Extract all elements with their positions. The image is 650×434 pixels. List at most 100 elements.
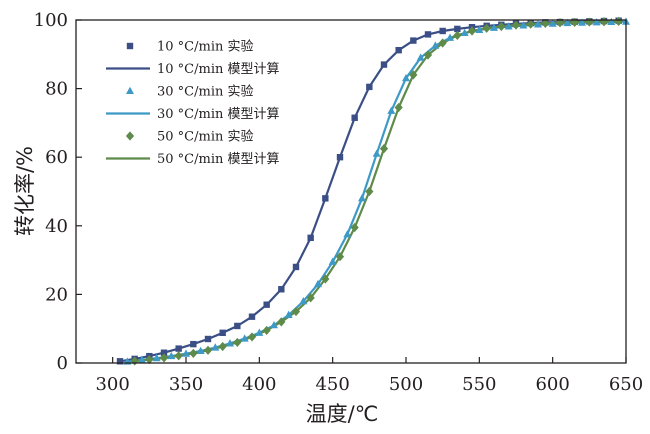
legend-marker xyxy=(126,42,134,50)
data-point xyxy=(548,19,557,27)
data-point xyxy=(277,317,286,327)
data-point xyxy=(336,154,344,161)
data-point xyxy=(270,320,278,329)
plot-frame xyxy=(75,19,627,364)
data-point xyxy=(467,26,477,36)
data-point xyxy=(307,234,314,242)
y-tick-label: 20 xyxy=(45,284,68,305)
y-tick-label: 60 xyxy=(45,147,68,168)
data-point xyxy=(438,38,447,48)
y-axis: 0 20 40 60 80 100 xyxy=(34,10,82,374)
data-point xyxy=(291,306,301,317)
data-point xyxy=(423,50,433,60)
data-point xyxy=(138,355,146,363)
x-axis: 300 350 400 450 500 550 600 650 xyxy=(95,357,643,395)
data-point xyxy=(380,61,388,68)
legend-label: 10 °C/min 模型计算 xyxy=(157,62,280,77)
data-point xyxy=(614,16,623,26)
data-point xyxy=(453,30,462,41)
data-point xyxy=(175,345,182,352)
data-point xyxy=(335,252,345,262)
data-point xyxy=(255,328,264,336)
data-point xyxy=(167,351,176,360)
data-point xyxy=(160,349,168,356)
data-point xyxy=(379,144,389,154)
data-point xyxy=(322,195,329,202)
data-point xyxy=(263,301,270,308)
data-point xyxy=(306,293,315,303)
data-point xyxy=(387,106,396,114)
data-point xyxy=(314,279,322,288)
data-point xyxy=(592,18,601,26)
x-tick-label: 600 xyxy=(535,374,569,395)
data-point xyxy=(196,346,205,354)
data-point xyxy=(247,332,257,342)
legend-marker xyxy=(125,131,135,141)
data-point xyxy=(475,25,484,33)
y-tick-label: 0 xyxy=(57,353,68,374)
data-point xyxy=(395,46,402,54)
data-point xyxy=(292,263,300,271)
x-tick-label: 550 xyxy=(462,374,496,395)
data-point xyxy=(431,41,440,49)
data-point xyxy=(519,21,528,29)
data-point xyxy=(454,25,461,33)
y-tick-label: 100 xyxy=(34,10,68,31)
data-point xyxy=(424,31,432,38)
data-point xyxy=(534,20,542,28)
data-point xyxy=(351,114,358,121)
data-point xyxy=(159,353,169,363)
data-point xyxy=(416,53,425,61)
data-point xyxy=(526,19,535,29)
data-point xyxy=(262,325,271,336)
data-point xyxy=(189,348,198,358)
legend-label: 50 °C/min 模型计算 xyxy=(157,152,280,167)
legend-label: 30 °C/min 实验 xyxy=(157,84,254,100)
data-point xyxy=(233,337,242,348)
legend-label: 10 °C/min 实验 xyxy=(157,39,254,55)
x-tick-label: 450 xyxy=(315,374,349,395)
data-point xyxy=(219,329,226,337)
data-point xyxy=(248,313,256,320)
data-point xyxy=(541,18,550,29)
data-point xyxy=(343,230,352,238)
data-point xyxy=(439,27,446,35)
x-tick-label: 350 xyxy=(169,374,203,395)
data-point xyxy=(218,341,227,352)
data-point xyxy=(563,18,572,27)
data-point xyxy=(299,296,308,305)
data-point xyxy=(130,356,139,366)
data-point xyxy=(482,23,491,33)
data-point xyxy=(174,351,183,361)
legend-marker xyxy=(126,86,134,94)
data-point xyxy=(350,222,359,233)
x-tick-label: 300 xyxy=(95,374,129,395)
data-point xyxy=(490,23,498,31)
data-point xyxy=(203,345,213,355)
data-point xyxy=(190,340,197,348)
data-point xyxy=(211,343,220,351)
legend-label: 50 °C/min 实验 xyxy=(157,129,254,145)
data-point xyxy=(511,20,521,30)
plot-area xyxy=(116,16,630,366)
data-point xyxy=(182,349,190,357)
data-point xyxy=(240,334,249,342)
data-point xyxy=(358,194,366,202)
legend-label: 30 °C/min 模型计算 xyxy=(157,107,280,122)
data-point xyxy=(372,149,381,157)
data-point xyxy=(585,17,594,27)
data-point xyxy=(278,286,285,293)
data-point xyxy=(410,37,417,44)
x-tick-label: 400 xyxy=(242,374,276,395)
data-point xyxy=(365,186,374,197)
data-point xyxy=(284,310,293,318)
data-point xyxy=(409,70,418,80)
data-point xyxy=(226,339,234,347)
x-axis-title: 温度/℃ xyxy=(306,402,379,426)
data-point xyxy=(497,21,506,32)
data-point xyxy=(402,74,410,82)
data-point xyxy=(152,353,161,362)
x-tick-label: 650 xyxy=(609,374,643,395)
data-point xyxy=(116,358,124,365)
